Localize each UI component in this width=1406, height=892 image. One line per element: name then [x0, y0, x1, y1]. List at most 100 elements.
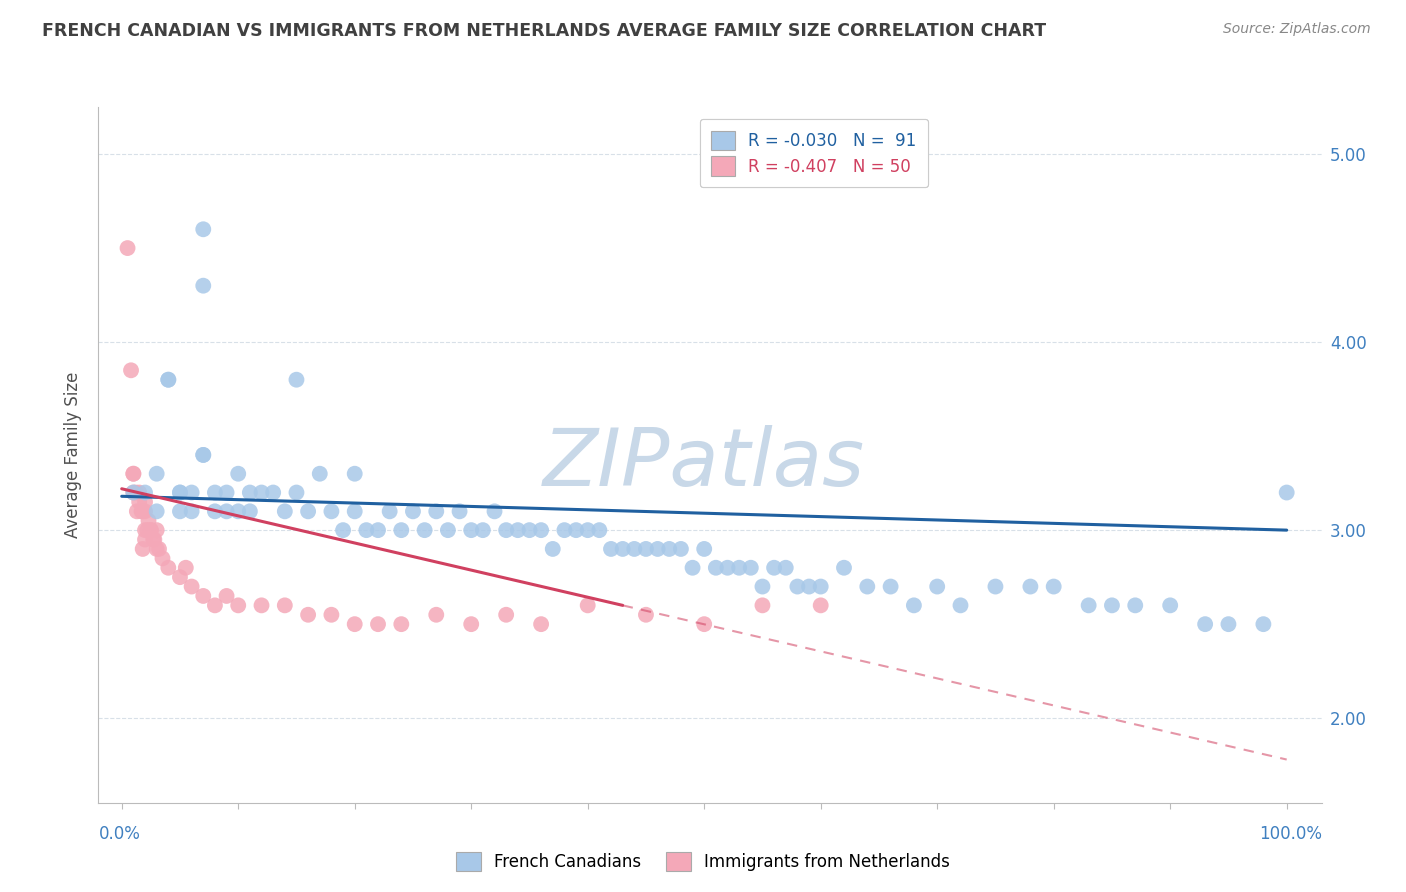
Point [169, 485, 191, 500]
Point [239, 504, 262, 518]
Point [367, 617, 389, 632]
Point [193, 589, 215, 603]
Point [647, 541, 669, 556]
Point [332, 523, 354, 537]
Point [262, 485, 284, 500]
Point [143, 533, 166, 547]
Legend: French Canadians, Immigrants from Netherlands: French Canadians, Immigrants from Nether… [447, 843, 959, 880]
Point [927, 580, 949, 594]
Point [204, 504, 226, 518]
Point [122, 485, 145, 500]
Point [856, 580, 879, 594]
Point [425, 504, 447, 518]
Point [763, 560, 786, 574]
Point [285, 373, 308, 387]
Point [588, 523, 610, 537]
Point [193, 222, 215, 236]
Point [460, 617, 482, 632]
Point [343, 467, 366, 481]
Point [1253, 617, 1275, 632]
Point [413, 523, 436, 537]
Point [125, 504, 148, 518]
Point [471, 523, 494, 537]
Point [204, 599, 226, 613]
Point [285, 485, 308, 500]
Point [356, 523, 378, 537]
Point [193, 278, 215, 293]
Point [134, 533, 156, 547]
Point [274, 599, 297, 613]
Point [484, 504, 506, 518]
Point [519, 523, 541, 537]
Point [117, 241, 139, 255]
Point [682, 560, 704, 574]
Point [623, 541, 645, 556]
Point [343, 617, 366, 632]
Point [565, 523, 588, 537]
Point [136, 523, 159, 537]
Point [128, 495, 150, 509]
Point [131, 504, 153, 518]
Point [226, 504, 249, 518]
Point [226, 599, 249, 613]
Point [449, 504, 471, 518]
Point [180, 580, 202, 594]
Text: 100.0%: 100.0% [1258, 825, 1322, 843]
Point [775, 560, 797, 574]
Point [576, 599, 599, 613]
Point [879, 580, 901, 594]
Point [215, 504, 238, 518]
Point [495, 607, 517, 622]
Point [120, 363, 142, 377]
Point [134, 523, 156, 537]
Point [1218, 617, 1240, 632]
Point [832, 560, 855, 574]
Point [1275, 485, 1298, 500]
Point [1101, 599, 1123, 613]
Point [193, 448, 215, 462]
Point [145, 504, 167, 518]
Point [152, 551, 174, 566]
Point [576, 523, 599, 537]
Point [530, 617, 553, 632]
Point [634, 541, 657, 556]
Point [157, 373, 180, 387]
Point [250, 599, 273, 613]
Legend: R = -0.030   N =  91, R = -0.407   N = 50: R = -0.030 N = 91, R = -0.407 N = 50 [700, 119, 928, 187]
Point [1159, 599, 1181, 613]
Point [984, 580, 1007, 594]
Point [495, 523, 517, 537]
Point [122, 485, 145, 500]
Point [321, 504, 343, 518]
Point [239, 485, 262, 500]
Point [553, 523, 575, 537]
Point [145, 467, 167, 481]
Point [1194, 617, 1216, 632]
Point [131, 541, 153, 556]
Point [215, 485, 238, 500]
Point [157, 373, 180, 387]
Point [157, 560, 180, 574]
Point [751, 580, 773, 594]
Point [530, 523, 553, 537]
Point [169, 570, 191, 584]
Point [250, 485, 273, 500]
Point [810, 599, 832, 613]
Point [600, 541, 623, 556]
Point [506, 523, 529, 537]
Point [169, 504, 191, 518]
Point [786, 580, 808, 594]
Point [1077, 599, 1099, 613]
Point [693, 617, 716, 632]
Point [658, 541, 681, 556]
Point [728, 560, 751, 574]
Point [693, 541, 716, 556]
Point [139, 523, 162, 537]
Point [226, 467, 249, 481]
Text: 0.0%: 0.0% [98, 825, 141, 843]
Point [797, 580, 820, 594]
Point [1019, 580, 1042, 594]
Point [612, 541, 634, 556]
Point [131, 504, 153, 518]
Point [634, 607, 657, 622]
